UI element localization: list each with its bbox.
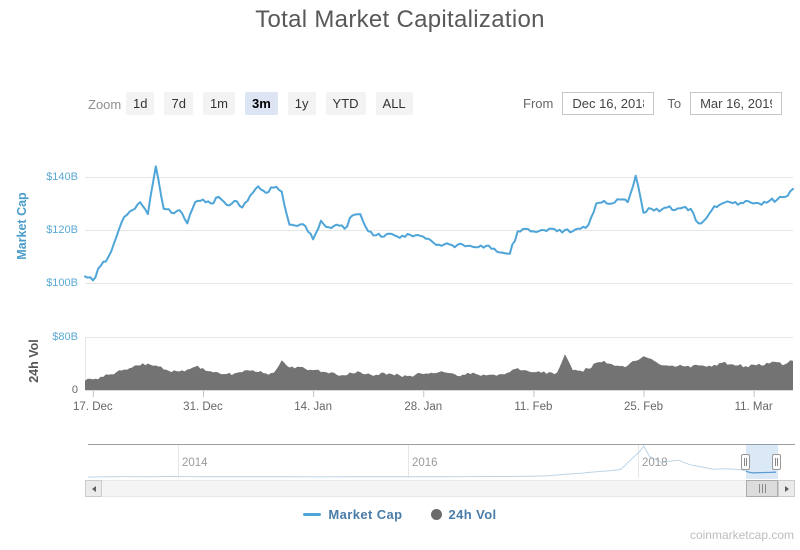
market-cap-line-series <box>84 165 794 282</box>
legend-item-24h-vol[interactable]: 24h Vol <box>430 507 497 522</box>
zoom-button-1y[interactable]: 1y <box>287 92 316 115</box>
scrollbar-left-button[interactable] <box>85 480 102 497</box>
zoom-button-1d[interactable]: 1d <box>126 92 155 115</box>
market-cap-ytick-label: $120B <box>46 224 78 236</box>
scrollbar-right-button[interactable] <box>778 480 795 497</box>
zoom-label: Zoom <box>88 97 122 112</box>
market-cap-ytick-label: $100B <box>46 277 78 289</box>
x-axis-label: 17. Dec <box>73 401 113 413</box>
navigator-year-label: 2016 <box>412 457 438 469</box>
x-axis-label: 28. Jan <box>404 401 443 413</box>
zoom-buttons: 1d 7d 1m 3m 1y YTD ALL <box>126 92 413 115</box>
volume-circle-swatch-icon <box>430 509 442 520</box>
from-label: From <box>523 96 554 111</box>
volume-area-series <box>85 354 793 390</box>
volume-ytick-label: 0 <box>71 384 78 396</box>
x-axis-label: 31. Dec <box>183 401 223 413</box>
handle-grip-icon <box>775 458 776 466</box>
x-axis-label: 11. Mar <box>734 401 773 413</box>
market-cap-line-swatch-icon <box>303 513 322 516</box>
market-cap-ytick-label: $140B <box>46 171 78 183</box>
navigator-year-label: 2018 <box>642 457 668 469</box>
navigator-left-handle[interactable] <box>741 454 750 470</box>
legend-item-market-cap[interactable]: Market Cap <box>303 507 402 522</box>
zoom-button-ytd[interactable]: YTD <box>325 92 366 115</box>
navigator-year-label: 2014 <box>182 457 208 469</box>
x-axis-label: 11. Feb <box>514 401 553 413</box>
handle-grip-icon <box>744 458 745 466</box>
from-date-input[interactable] <box>562 92 655 115</box>
left-arrow-icon <box>91 485 96 492</box>
scrollbar-track[interactable] <box>85 480 795 497</box>
zoom-button-3m[interactable]: 3m <box>245 92 278 115</box>
to-label: To <box>667 96 682 111</box>
watermark: coinmarketcap.com <box>689 528 794 542</box>
to-date-input[interactable] <box>690 92 783 115</box>
legend-label-market-cap: Market Cap <box>328 507 403 522</box>
volume-ytick-label: $80B <box>52 331 78 343</box>
x-axis-label: 14. Jan <box>294 401 332 413</box>
scrollbar-thumb[interactable] <box>746 480 778 497</box>
zoom-button-all[interactable]: ALL <box>375 92 413 115</box>
legend: Market Cap 24h Vol <box>0 507 800 522</box>
x-axis-label: 25. Feb <box>624 401 664 413</box>
zoom-button-1m[interactable]: 1m <box>202 92 235 115</box>
date-range-controls: From To <box>523 92 783 115</box>
thumb-grip-icon <box>761 484 763 493</box>
zoom-button-7d[interactable]: 7d <box>164 92 193 115</box>
navigator-right-handle[interactable] <box>772 454 781 470</box>
page-title: Total Market Capitalization <box>255 6 545 33</box>
right-arrow-icon <box>784 485 789 492</box>
legend-label-24h-vol: 24h Vol <box>448 507 497 522</box>
navigator-mini-series <box>88 445 777 478</box>
